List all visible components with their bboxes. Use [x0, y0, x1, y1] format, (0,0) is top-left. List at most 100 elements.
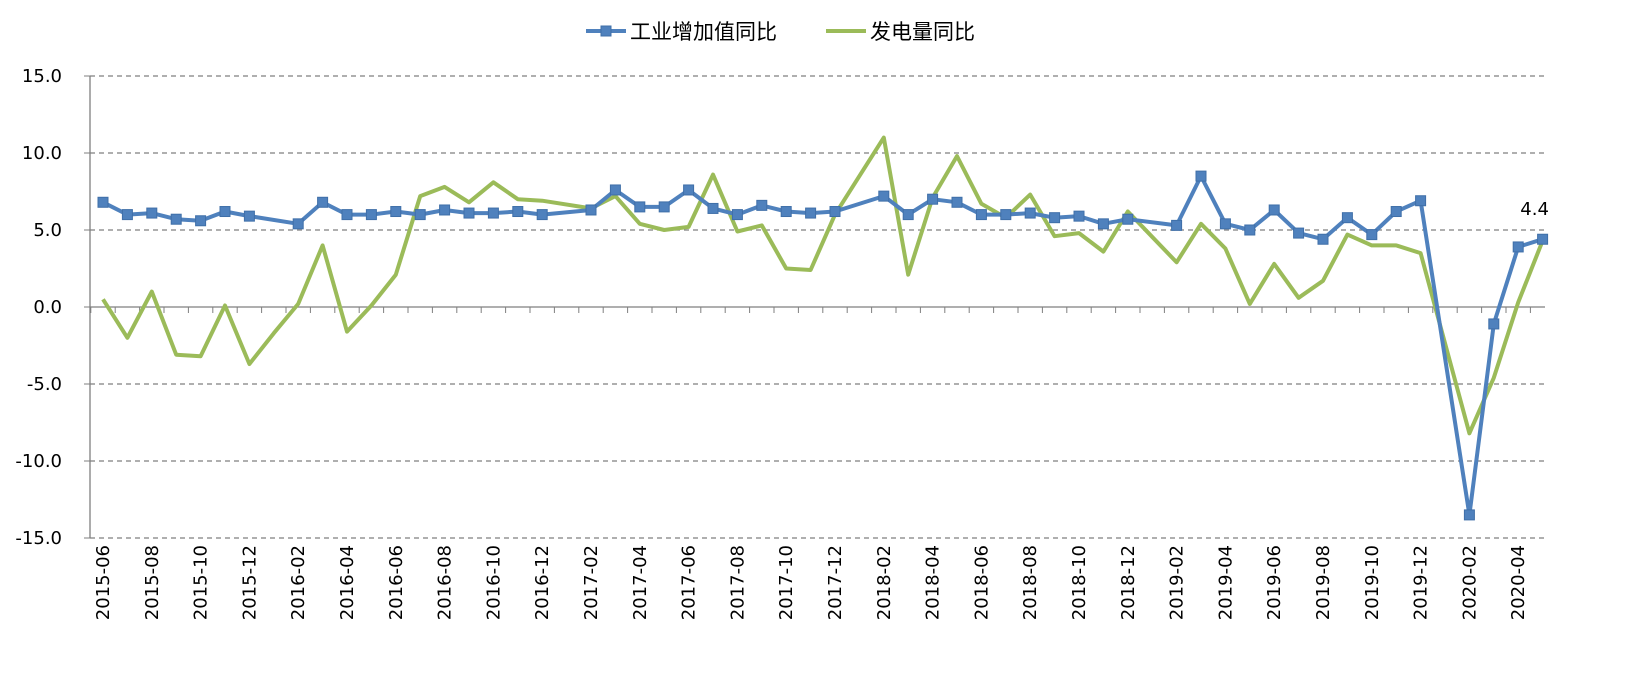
y-tick-label: 15.0 — [22, 66, 62, 87]
data-point-marker — [756, 199, 768, 211]
x-tick-label: 2017-06 — [679, 545, 700, 620]
x-tick-label: 2015-10 — [191, 545, 212, 620]
x-tick-label: 2018-12 — [1118, 545, 1139, 620]
x-tick-label: 2018-10 — [1069, 545, 1090, 620]
x-axis-tick-labels: 2015-06 2015-08 2015-10 2015-12 2016-02 2016-… — [93, 545, 1529, 620]
x-tick-label: 2020-04 — [1508, 545, 1529, 620]
x-tick-label: 2018-06 — [971, 545, 992, 620]
data-point-marker — [609, 184, 621, 196]
x-tick-label: 2015-12 — [239, 545, 260, 620]
x-tick-label: 2016-04 — [337, 545, 358, 620]
data-point-marker — [829, 206, 841, 218]
data-point-marker — [1024, 207, 1036, 219]
y-tick-label: -15.0 — [15, 528, 62, 549]
x-tick-label: 2020-02 — [1459, 545, 1480, 620]
x-tick-label: 2015-06 — [93, 545, 114, 620]
data-point-marker — [1512, 241, 1524, 253]
data-point-marker — [487, 207, 499, 219]
x-tick-label: 2017-12 — [825, 545, 846, 620]
y-tick-label: -5.0 — [27, 374, 62, 395]
data-point-marker — [1073, 210, 1085, 222]
data-point-marker — [585, 204, 597, 216]
data-point-marker — [1488, 318, 1500, 330]
data-point-marker — [927, 193, 939, 205]
data-point-marker — [146, 207, 158, 219]
y-axis-tick-labels: 15.0 10.0 5.0 0.0 -5.0 -10.0 -15.0 — [15, 66, 62, 549]
x-tick-label: 2019-04 — [1215, 545, 1236, 620]
data-point-marker — [634, 201, 646, 213]
legend: 工业增加值同比 发电量同比 — [586, 20, 975, 44]
data-point-marker — [195, 215, 207, 227]
data-point-marker — [1122, 213, 1134, 225]
data-point-marker — [463, 207, 475, 219]
data-point-marker — [951, 196, 963, 208]
data-point-marker — [731, 209, 743, 221]
y-tick-label: 0.0 — [33, 297, 62, 318]
data-point-marker — [902, 209, 914, 221]
data-point-marker — [170, 213, 182, 225]
y-tick-label: 10.0 — [22, 143, 62, 164]
data-point-marker — [121, 209, 133, 221]
series-lines — [97, 135, 1549, 521]
axes — [89, 76, 1545, 538]
data-point-marker — [1097, 218, 1109, 230]
data-point-marker — [243, 210, 255, 222]
data-labels: 4.4 — [1520, 199, 1549, 220]
x-tick-label: 2019-08 — [1313, 545, 1334, 620]
x-tick-label: 2016-02 — [288, 545, 309, 620]
data-point-marker — [1244, 224, 1256, 236]
series-line-1 — [101, 135, 1545, 436]
data-point-marker — [878, 190, 890, 202]
legend-label-0: 工业增加值同比 — [630, 20, 777, 44]
series-line-0 — [102, 174, 1544, 517]
data-point-marker — [658, 201, 670, 213]
data-point-marker — [1268, 204, 1280, 216]
x-tick-label: 2019-12 — [1411, 545, 1432, 620]
data-point-marker — [365, 209, 377, 221]
x-tick-label: 2017-10 — [776, 545, 797, 620]
x-tick-label: 2016-08 — [435, 545, 456, 620]
data-point-marker — [1341, 212, 1353, 224]
data-point-marker — [414, 209, 426, 221]
x-tick-label: 2018-04 — [923, 545, 944, 620]
data-point-marker — [1000, 209, 1012, 221]
legend-item-0: 工业增加值同比 — [586, 20, 777, 44]
x-tick-label: 2018-08 — [1020, 545, 1041, 620]
data-point-marker — [219, 206, 231, 218]
y-tick-label: 5.0 — [33, 220, 62, 241]
data-point-marker — [683, 184, 695, 196]
x-tick-label: 2016-12 — [532, 545, 553, 620]
data-point-marker — [390, 206, 402, 218]
data-point-marker — [512, 206, 524, 218]
x-tick-label: 2018-02 — [874, 545, 895, 620]
data-label: 4.4 — [1520, 199, 1549, 220]
data-point-marker — [1171, 219, 1183, 231]
legend-item-1: 发电量同比 — [826, 20, 975, 44]
x-tick-label: 2019-06 — [1264, 545, 1285, 620]
data-point-marker — [1317, 233, 1329, 245]
data-point-marker — [292, 218, 304, 230]
x-tick-label: 2019-02 — [1167, 545, 1188, 620]
gridlines — [84, 75, 1545, 539]
data-point-marker — [1195, 170, 1207, 182]
data-point-marker — [341, 209, 353, 221]
data-point-marker — [975, 209, 987, 221]
x-tick-label: 2016-10 — [483, 545, 504, 620]
y-tick-label: -10.0 — [15, 451, 62, 472]
data-point-marker — [1463, 509, 1475, 521]
data-point-marker — [1415, 195, 1427, 207]
data-point-marker — [317, 196, 329, 208]
data-point-marker — [1049, 212, 1061, 224]
data-point-marker — [805, 207, 817, 219]
data-point-marker — [439, 204, 451, 216]
data-point-marker — [97, 196, 109, 208]
legend-swatch-marker — [600, 25, 612, 37]
data-point-marker — [1366, 229, 1378, 241]
x-tick-label: 2019-10 — [1362, 545, 1383, 620]
data-point-marker — [1219, 218, 1231, 230]
data-point-marker — [1293, 227, 1305, 239]
x-tick-label: 2017-02 — [581, 545, 602, 620]
data-point-marker — [536, 209, 548, 221]
